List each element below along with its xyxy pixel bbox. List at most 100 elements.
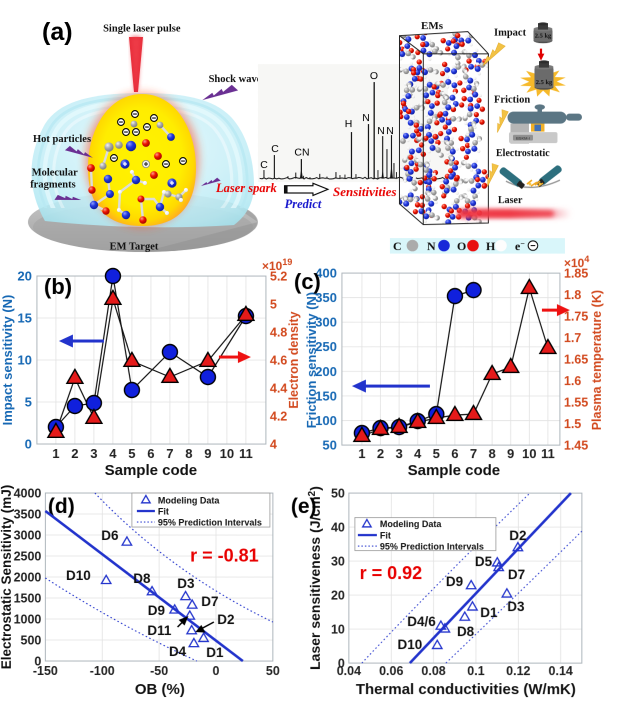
svg-text:Laser spark: Laser spark	[215, 181, 278, 195]
svg-text:1.55: 1.55	[564, 396, 588, 410]
svg-text:(d): (d)	[48, 495, 75, 518]
svg-text:0: 0	[212, 664, 219, 678]
svg-text:3000: 3000	[14, 529, 42, 543]
svg-text:20: 20	[17, 269, 31, 284]
svg-text:3500: 3500	[14, 508, 42, 522]
svg-text:1.65: 1.65	[564, 353, 588, 367]
svg-text:10: 10	[331, 623, 345, 637]
svg-text:Electrostatic: Electrostatic	[496, 148, 550, 159]
svg-text:EM Target: EM Target	[110, 242, 159, 253]
svg-text:10: 10	[522, 446, 536, 461]
svg-text:H: H	[345, 118, 353, 130]
svg-text:9: 9	[204, 446, 211, 461]
svg-text:0.04: 0.04	[337, 664, 361, 678]
svg-text:C: C	[260, 159, 268, 171]
svg-text:50: 50	[322, 438, 336, 453]
svg-text:100: 100	[315, 413, 337, 428]
svg-text:0: 0	[338, 657, 345, 671]
svg-text:N: N	[362, 112, 370, 124]
svg-text:(e): (e)	[291, 495, 317, 518]
svg-text:e−: e−	[515, 239, 525, 253]
svg-text:r = 0.92: r = 0.92	[360, 563, 423, 583]
svg-text:2: 2	[377, 446, 384, 461]
svg-text:3: 3	[395, 446, 402, 461]
svg-text:400: 400	[315, 266, 337, 281]
svg-text:-50: -50	[150, 664, 168, 678]
svg-text:CN: CN	[294, 147, 309, 159]
svg-text:8: 8	[185, 446, 192, 461]
svg-text:350: 350	[315, 290, 337, 305]
svg-text:D3: D3	[507, 599, 525, 614]
svg-text:1.85: 1.85	[564, 267, 588, 281]
svg-text:Shock wave: Shock wave	[209, 74, 262, 85]
svg-text:C: C	[271, 143, 279, 155]
svg-text:O: O	[370, 70, 378, 82]
svg-text:Modeling Data: Modeling Data	[380, 519, 442, 529]
svg-text:2500: 2500	[14, 550, 42, 564]
svg-text:4: 4	[109, 446, 117, 461]
svg-text:Single laser pulse: Single laser pulse	[103, 24, 181, 35]
svg-text:D8: D8	[133, 571, 151, 586]
svg-text:Fit: Fit	[380, 531, 391, 541]
svg-text:4.4: 4.4	[270, 382, 287, 396]
svg-text:Electron density: Electron density	[287, 311, 301, 408]
svg-text:50: 50	[331, 487, 345, 501]
svg-text:(c): (c)	[294, 269, 321, 294]
svg-text:Plasma temperature (K): Plasma temperature (K)	[590, 290, 604, 430]
svg-text:4: 4	[270, 438, 277, 452]
svg-text:4.8: 4.8	[270, 326, 287, 340]
svg-text:Modeling Data: Modeling Data	[158, 496, 220, 506]
svg-text:Sample code: Sample code	[105, 462, 198, 479]
svg-text:5: 5	[25, 395, 32, 410]
svg-text:0: 0	[25, 437, 32, 452]
svg-text:N: N	[427, 239, 436, 253]
svg-text:0.1: 0.1	[467, 664, 484, 678]
svg-text:Molecular: Molecular	[32, 167, 78, 178]
svg-text:Fit: Fit	[158, 507, 169, 517]
svg-text:1500: 1500	[14, 592, 42, 606]
svg-text:-150: -150	[33, 664, 58, 678]
svg-text:Electrostatic Sensitivity (mJ): Electrostatic Sensitivity (mJ)	[0, 485, 14, 670]
svg-text:8: 8	[488, 446, 495, 461]
svg-text:1.6: 1.6	[564, 374, 581, 388]
svg-text:D7: D7	[508, 567, 525, 582]
svg-text:Friction: Friction	[494, 95, 530, 106]
svg-text:20: 20	[331, 589, 345, 603]
svg-text:10: 10	[220, 446, 234, 461]
svg-text:D9: D9	[446, 574, 463, 589]
svg-text:4000: 4000	[14, 487, 42, 501]
svg-text:40: 40	[331, 521, 345, 535]
svg-text:0.14: 0.14	[548, 664, 572, 678]
svg-text:4.2: 4.2	[270, 410, 287, 424]
svg-text:fragments: fragments	[30, 180, 76, 191]
svg-text:H: H	[486, 239, 496, 253]
svg-text:250: 250	[315, 339, 337, 354]
svg-text:Predict: Predict	[285, 197, 322, 211]
svg-text:D1: D1	[480, 605, 498, 620]
svg-text:1.8: 1.8	[564, 288, 581, 302]
svg-text:1.5: 1.5	[564, 417, 581, 431]
svg-text:7: 7	[470, 446, 477, 461]
svg-text:4.6: 4.6	[270, 354, 287, 368]
svg-text:50: 50	[266, 664, 280, 678]
svg-text:D2: D2	[217, 612, 234, 627]
svg-text:-100: -100	[90, 664, 115, 678]
svg-text:1000: 1000	[14, 613, 42, 627]
svg-text:10: 10	[17, 353, 31, 368]
svg-text:Sensitivities: Sensitivities	[333, 184, 397, 199]
svg-text:Impact: Impact	[494, 28, 527, 39]
svg-text:D10: D10	[397, 637, 422, 652]
svg-text:9: 9	[507, 446, 514, 461]
svg-text:×104: ×104	[564, 254, 589, 270]
svg-text:2.5 kg: 2.5 kg	[535, 33, 552, 40]
svg-text:1: 1	[358, 446, 365, 461]
svg-text:5.2: 5.2	[270, 270, 287, 284]
svg-text:1.7: 1.7	[564, 331, 581, 345]
svg-text:Impact sensitivity (N): Impact sensitivity (N)	[0, 295, 15, 426]
svg-text:D11: D11	[147, 623, 172, 638]
svg-text:O: O	[457, 239, 466, 253]
svg-text:N: N	[386, 125, 394, 137]
svg-text:3: 3	[90, 446, 97, 461]
svg-text:Friction sensitivity (N): Friction sensitivity (N)	[304, 292, 319, 429]
svg-text:D2: D2	[509, 528, 526, 543]
